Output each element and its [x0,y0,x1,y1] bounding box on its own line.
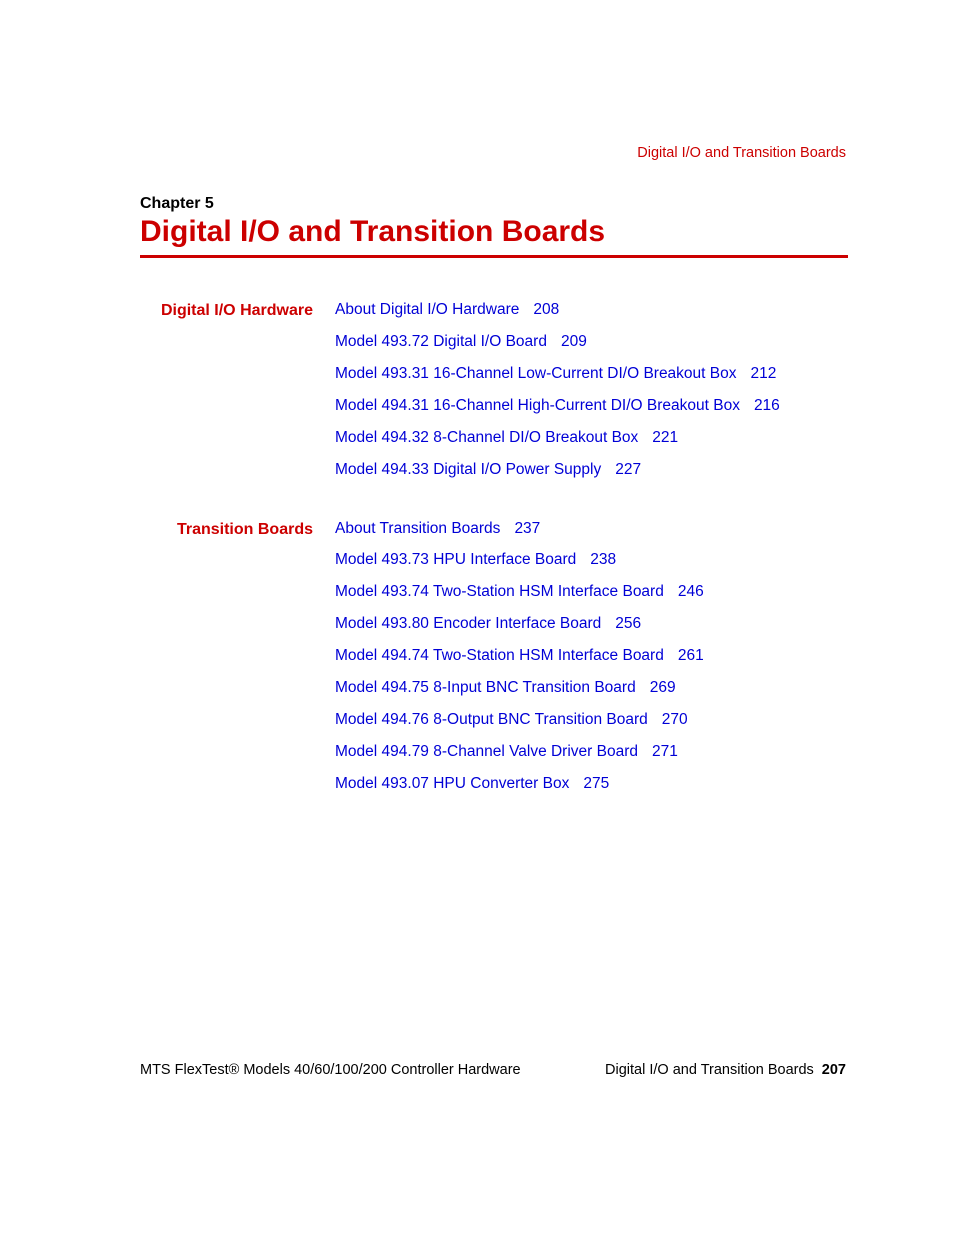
toc-link-text: Model 494.33 Digital I/O Power Supply [335,461,601,478]
footer-document-title: MTS FlexTest® Models 40/60/100/200 Contr… [140,1062,521,1078]
toc-link-text: Model 493.73 HPU Interface Board [335,551,576,568]
toc-page-number: 269 [650,679,676,696]
toc-link-text: Model 493.07 HPU Converter Box [335,775,569,792]
toc-entry[interactable]: About Digital I/O Hardware 208 [335,300,848,321]
footer-chapter-page: Digital I/O and Transition Boards 207 [605,1062,846,1078]
footer-page-number: 207 [822,1062,846,1078]
toc-link-text: Model 493.72 Digital I/O Board [335,333,547,350]
toc-entry[interactable]: Model 494.33 Digital I/O Power Supply 227 [335,460,848,481]
toc-link-text: Model 493.80 Encoder Interface Board [335,615,601,632]
toc-link-text: Model 494.74 Two-Station HSM Interface B… [335,647,664,664]
section-links: About Transition Boards 237 Model 493.73 … [335,519,848,795]
toc-link-text: Model 494.75 8-Input BNC Transition Boar… [335,679,636,696]
toc-entry[interactable]: Model 494.76 8-Output BNC Transition Boa… [335,710,848,731]
toc-entry[interactable]: About Transition Boards 237 [335,519,848,540]
chapter-number-label: Chapter 5 [140,195,848,213]
toc-page-number: 238 [590,551,616,568]
toc-page-number: 271 [652,743,678,760]
toc-link-text: Model 493.31 16-Channel Low-Current DI/O… [335,365,737,382]
title-rule [140,255,848,258]
toc-entry[interactable]: Model 494.32 8-Channel DI/O Breakout Box… [335,428,848,449]
toc-page-number: 256 [615,615,641,632]
toc-entry[interactable]: Model 493.72 Digital I/O Board 209 [335,332,848,353]
toc-page-number: 261 [678,647,704,664]
toc-page-number: 212 [751,365,777,382]
toc-section-digital-io-hardware: Digital I/O Hardware About Digital I/O H… [140,300,848,481]
toc-link-text: Model 494.79 8-Channel Valve Driver Boar… [335,743,638,760]
toc-entry[interactable]: Model 493.74 Two-Station HSM Interface B… [335,582,848,603]
toc-page-number: 216 [754,397,780,414]
toc-link-text: Model 494.32 8-Channel DI/O Breakout Box [335,429,638,446]
page-container: Digital I/O and Transition Boards Chapte… [0,0,954,1235]
toc-page-number: 221 [652,429,678,446]
toc-section-transition-boards: Transition Boards About Transition Board… [140,519,848,795]
toc-page-number: 209 [561,333,587,350]
section-label: Transition Boards [140,519,335,795]
page-footer: MTS FlexTest® Models 40/60/100/200 Contr… [140,1062,846,1078]
toc-entry[interactable]: Model 494.79 8-Channel Valve Driver Boar… [335,742,848,763]
toc-entry[interactable]: Model 494.74 Two-Station HSM Interface B… [335,646,848,667]
toc-entry[interactable]: Model 493.80 Encoder Interface Board 256 [335,614,848,635]
running-header: Digital I/O and Transition Boards [637,145,846,161]
toc-entry[interactable]: Model 493.73 HPU Interface Board 238 [335,550,848,571]
section-links: About Digital I/O Hardware 208 Model 493.… [335,300,848,481]
toc-entry[interactable]: Model 494.31 16-Channel High-Current DI/… [335,396,848,417]
toc-entry[interactable]: Model 493.07 HPU Converter Box 275 [335,774,848,795]
toc-entry[interactable]: Model 493.31 16-Channel Low-Current DI/O… [335,364,848,385]
toc-page-number: 275 [583,775,609,792]
section-label: Digital I/O Hardware [140,300,335,481]
toc-link-text: About Transition Boards [335,520,500,537]
toc-page-number: 208 [533,301,559,318]
toc-link-text: Model 494.76 8-Output BNC Transition Boa… [335,711,648,728]
toc-page-number: 270 [662,711,688,728]
chapter-title: Digital I/O and Transition Boards [140,215,848,249]
toc-page-number: 227 [615,461,641,478]
toc-link-text: Model 494.31 16-Channel High-Current DI/… [335,397,740,414]
toc-link-text: About Digital I/O Hardware [335,301,519,318]
toc-link-text: Model 493.74 Two-Station HSM Interface B… [335,583,664,600]
toc-entry[interactable]: Model 494.75 8-Input BNC Transition Boar… [335,678,848,699]
footer-chapter-name: Digital I/O and Transition Boards [605,1062,814,1078]
toc-page-number: 237 [514,520,540,537]
toc-page-number: 246 [678,583,704,600]
